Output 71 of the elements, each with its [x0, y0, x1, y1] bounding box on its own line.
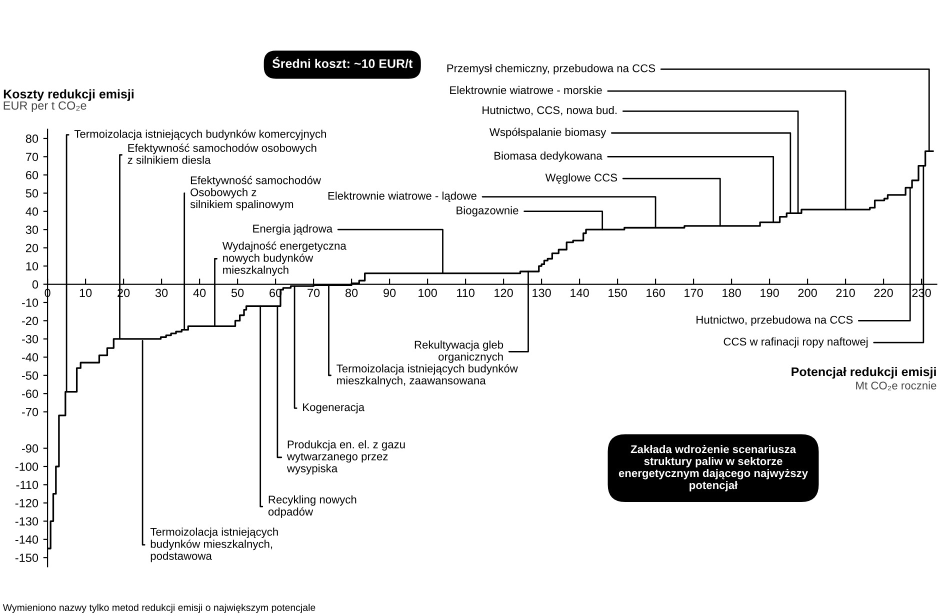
- x-tick-label: 120: [494, 288, 513, 298]
- y-tick-label: -30: [22, 334, 38, 344]
- x-tick-label: 10: [80, 288, 92, 298]
- y-tick-label: -150: [15, 554, 38, 562]
- annotation: Hutnictwo, przebudowa na CCS: [696, 316, 853, 326]
- x-tick-label: 210: [836, 288, 855, 298]
- y-tick-label: -110: [16, 480, 38, 490]
- y-tick-label: -70: [22, 408, 38, 416]
- y-tick-label: 0: [32, 280, 38, 289]
- annotation: Termoizolacja istniejących budynków mieszkalnych, zaawansowana: [336, 364, 518, 387]
- y-tick-label: -10: [22, 298, 38, 307]
- x-tick-label: 190: [760, 288, 779, 298]
- x-axis-title: Potencjał redukcji emisji: [792, 367, 936, 379]
- y-tick-label: 20: [26, 244, 38, 252]
- y-tick-label: 10: [26, 262, 38, 270]
- x-tick-label: 40: [193, 288, 206, 298]
- y-tick-label: -130: [15, 517, 38, 526]
- x-tick-label: 140: [570, 288, 589, 298]
- annotation: Rekultywacja gleb organicznych: [414, 340, 504, 363]
- x-tick-label: 110: [457, 288, 474, 298]
- annotation: Efektywność samochodów osobowych z silnikiem diesla: [128, 144, 316, 164]
- x-tick-label: 150: [608, 288, 627, 298]
- x-tick-label: 50: [231, 288, 244, 298]
- annotation: Produkcja en. el. z gazu wytwarzanego przez wysypiska: [286, 440, 405, 475]
- y-tick-label: -60: [22, 390, 38, 398]
- annotation: Biomasa dedykowana: [494, 152, 602, 162]
- annotation: Hutnictwo, CCS, nowa bud.: [482, 106, 617, 116]
- annotation: Biogazownie: [456, 206, 518, 217]
- y-tick-label: -50: [22, 371, 38, 380]
- y-tick-label: -90: [22, 444, 38, 453]
- text: EUR per t CO₂e: [4, 101, 86, 112]
- y-tick-label: 70: [26, 152, 38, 162]
- y-tick-label: 60: [26, 170, 38, 180]
- annotation: Elektrownie wiatrowe - morskie: [450, 86, 602, 94]
- y-axis-title: Koszty redukcji emisji: [4, 89, 134, 101]
- x-tick-label: 200: [798, 288, 817, 298]
- chart-title: Średni koszt: ~10 EUR/t: [272, 56, 413, 68]
- annotation: Termoizolacja istniejących budynków komercyjnych: [74, 130, 326, 140]
- y-tick-label: 30: [26, 226, 38, 234]
- annotation: Węglowe CCS: [545, 173, 618, 184]
- annotation: Współspalanie biomasy: [489, 128, 606, 138]
- x-tick-label: 70: [308, 288, 320, 298]
- x-tick-label: 130: [532, 288, 551, 298]
- y-tick-label: -20: [22, 316, 38, 326]
- y-tick-label: -40: [22, 353, 38, 362]
- y-tick-label: -140: [15, 535, 38, 544]
- annotation: Elektrownie wiatrowe - lądowe: [328, 192, 476, 202]
- annotation: Zakłada wdrożenie scenariusza struktury paliw w sektorze energetycznym dającego najwyższy potencjał: [618, 445, 808, 492]
- x-tick-label: 100: [418, 288, 437, 298]
- annotation: Mt CO₂e rocznie: [856, 381, 936, 390]
- x-tick-label: 180: [722, 288, 741, 298]
- x-tick-label: 30: [155, 288, 168, 298]
- y-tick-label: 50: [26, 189, 38, 198]
- annotation: Kogeneracja: [303, 403, 365, 414]
- x-tick-label: 80: [345, 288, 358, 298]
- y-tick-label: 40: [26, 207, 38, 216]
- x-tick-label: 220: [874, 288, 893, 298]
- annotation: Przemysł chemiczny, przebudowa na CCS: [447, 64, 656, 74]
- x-tick-label: 170: [684, 288, 703, 298]
- y-tick-label: -100: [15, 462, 38, 471]
- annotation: CCS w rafinacji ropy naftowej: [724, 337, 868, 348]
- y-tick-label: 80: [26, 134, 38, 143]
- annotation: Termoizolacja istniejących budynków mieszkalnych, podstawowa: [150, 528, 278, 562]
- annotation: Efektywność samochodów Osobowych z silnikiem spalinowym: [190, 176, 321, 210]
- text: Wymieniono nazwy tylko metod redukcji emisji o największym potencjale: [2, 604, 316, 613]
- y-tick-label: -120: [15, 498, 38, 508]
- x-tick-label: 160: [646, 288, 665, 298]
- annotation: Wydajność energetyczna nowych budynków mieszkalnych: [222, 241, 346, 276]
- annotation: Recykling nowych odpadów: [268, 495, 356, 518]
- x-tick-label: 90: [384, 288, 396, 298]
- annotation: Energia jądrowa: [253, 224, 333, 235]
